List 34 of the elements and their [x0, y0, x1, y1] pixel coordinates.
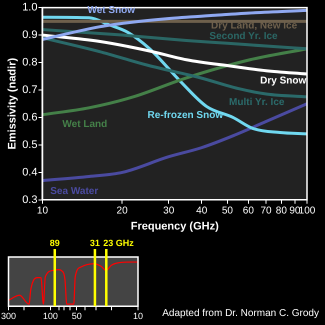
x-tick-label: 300	[0, 311, 16, 322]
y-tick-label: 0.6	[22, 111, 38, 124]
y-axis-title: Emissivity (nadir)	[6, 58, 19, 150]
series-label: Multi Yr. Ice	[229, 96, 285, 108]
y-tick-label: 0.9	[22, 29, 38, 42]
series-label: Sea Water	[50, 186, 98, 197]
series-label: Dry Snow	[260, 75, 306, 86]
y-tick-label: 0.4	[22, 166, 38, 178]
y-tick-label: 1.0	[22, 2, 38, 14]
x-tick-label: 20	[116, 206, 128, 217]
series-label: Second Yr. Ice	[209, 31, 278, 42]
ref-line-label: 89	[50, 238, 60, 248]
x-tick-label: 10	[132, 311, 144, 322]
x-tick-label: 60	[242, 206, 254, 217]
y-tick-label: 0.3	[22, 194, 38, 206]
x-axis-title: Frequency (GHz)	[130, 220, 220, 232]
series-label: Wet Snow	[87, 5, 136, 16]
x-tick-label: 100	[298, 206, 316, 217]
y-tick-label: 0.5	[22, 138, 38, 151]
x-tick-label: 10	[36, 206, 48, 217]
x-tick-label: 50	[222, 206, 234, 217]
ref-line-label: 23 GHz	[103, 238, 134, 248]
x-tick-label: 80	[276, 206, 288, 217]
y-tick-label: 0.8	[22, 56, 38, 69]
x-tick-label: 50	[72, 311, 82, 322]
series-label: Wet Land	[62, 119, 108, 130]
text: Adapted from Dr. Norman C. Grody	[162, 308, 319, 319]
x-tick-label: 30	[163, 206, 175, 217]
x-tick-label: 90	[289, 206, 301, 217]
x-tick-label: 100	[42, 311, 58, 322]
x-tick-label: 70	[260, 206, 272, 217]
x-tick-label: 40	[196, 206, 208, 217]
ref-line-label: 31	[90, 238, 100, 248]
y-tick-label: 0.7	[22, 84, 38, 96]
